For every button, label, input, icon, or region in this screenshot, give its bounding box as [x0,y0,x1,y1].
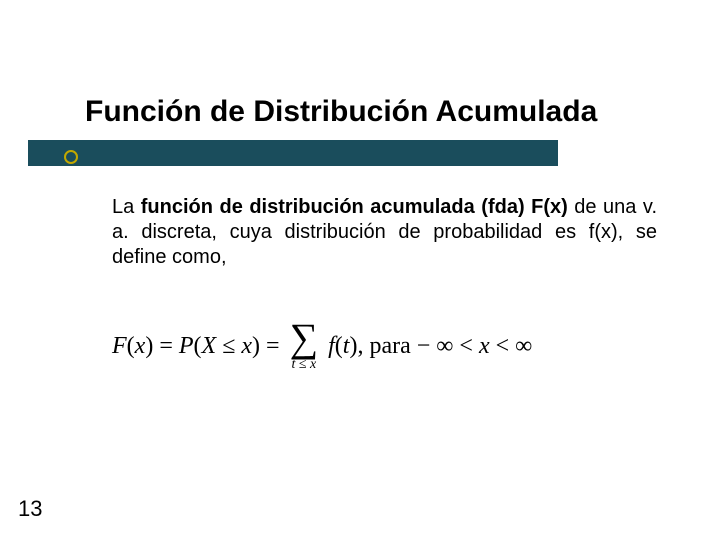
sym-F: F [112,333,127,359]
bullet-ring-icon [64,150,78,164]
sym-posinf: ∞ [515,333,532,359]
sym-neginf: − ∞ [417,333,454,359]
formula: F(x) = P(X ≤ x) = ∑ t ≤ x f(t), para − ∞… [112,320,657,372]
sym-rpar3: ), [349,333,363,359]
sigma-icon: ∑ [290,320,319,356]
sym-lpar1: ( [127,333,135,359]
sym-lpar3: ( [335,333,343,359]
sym-eq1: = [153,333,179,359]
sym-eq2: = [260,333,280,359]
sum-subscript: t ≤ x [291,358,316,372]
summation: ∑ t ≤ x [290,320,319,372]
sym-lpar2: ( [194,333,202,359]
sym-f: f [328,333,335,359]
sym-para: para [363,333,416,359]
body-paragraph: La función de distribución acumulada (fd… [112,195,657,270]
body-pre: La [112,196,141,218]
accent-bar [28,140,558,166]
sym-leq: ≤ [216,333,241,359]
sym-X: X [202,333,217,359]
body-bold: función de distribución acumulada (fda) … [141,196,568,218]
formula-right: f(t), para − ∞ < x < ∞ [328,333,532,360]
page-number: 13 [18,496,42,522]
sym-rpar2: ) [252,333,260,359]
title-area: Función de Distribución Acumulada [0,0,720,129]
sym-x1: x [135,333,146,359]
slide: Función de Distribución Acumulada La fun… [0,0,720,540]
sym-x2: x [241,333,252,359]
sym-lt1: < [453,333,479,359]
sym-x3: x [479,333,490,359]
sym-P: P [179,333,194,359]
slide-title: Función de Distribución Acumulada [85,95,720,129]
sym-lt2: < [490,333,516,359]
formula-left: F(x) = P(X ≤ x) = [112,333,280,360]
